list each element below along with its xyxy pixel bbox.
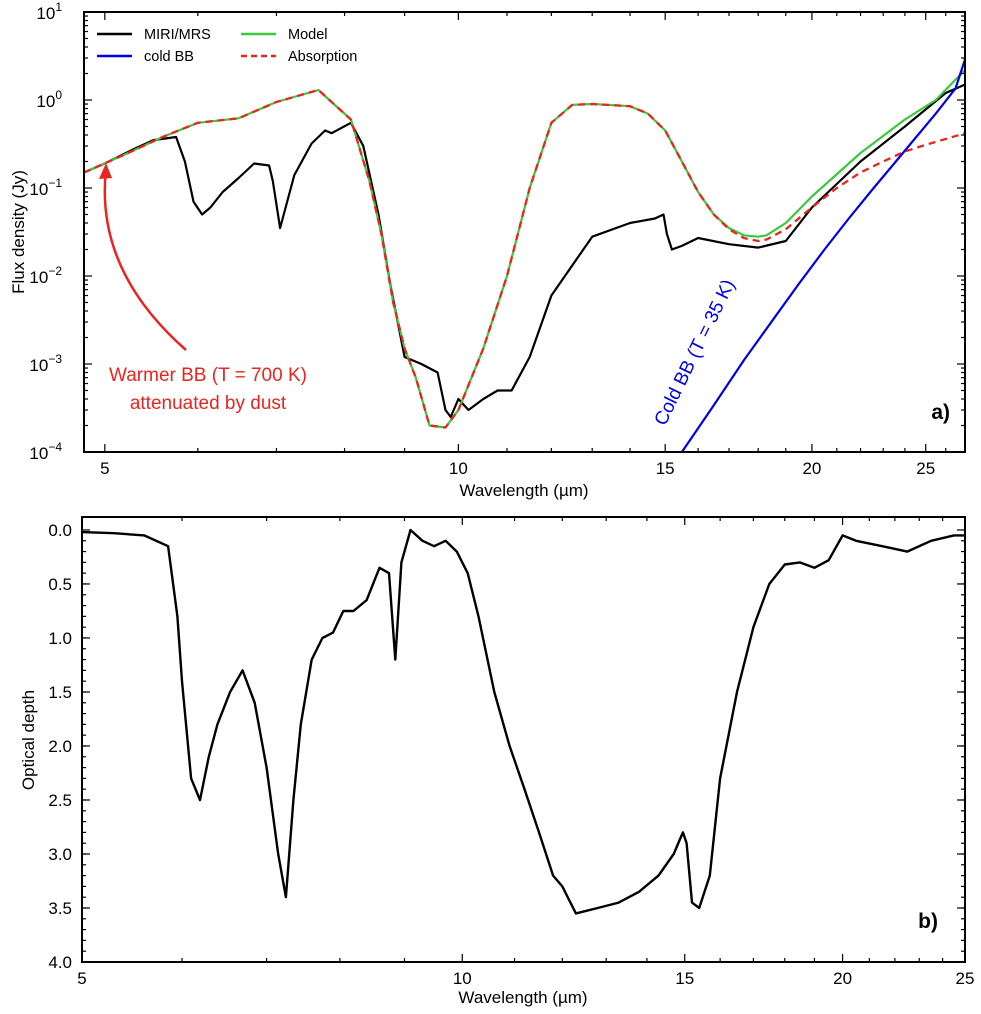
panel-a-series-miri-mrs: [84, 83, 965, 419]
panel-a-label: a): [931, 401, 950, 424]
warm-bb-label-line2: attenuated by dust: [130, 393, 287, 414]
panel-b-ytick-label: 3.5: [48, 899, 72, 918]
ytick-label-1e1: 101: [36, 0, 62, 23]
ytick-label-1e-1: 10−1: [29, 176, 62, 199]
panel-a: 101 100 10−1 10−2 10−3 10−4 5 10 15 20 25 Wa…: [9, 0, 966, 500]
panel-b-ytick-label: 1.0: [48, 629, 72, 648]
legend-label-absorption: Absorption: [288, 49, 357, 65]
ytick-label-1e-3: 10−3: [29, 352, 62, 375]
warm-bb-label-line1: Warmer BB (T = 700 K): [109, 365, 307, 386]
panel-b-ytick-label: 3.0: [48, 845, 72, 864]
panel-a-xtick-label: 10: [449, 459, 468, 478]
panel-a-series-cold-bb: [680, 58, 965, 452]
panel-b-ytick-label: 1.5: [48, 683, 72, 702]
panel-a-ylabel: Flux density (Jy): [9, 170, 28, 294]
legend-label-cold-bb: cold BB: [144, 49, 194, 65]
panel-b-ylabel: Optical depth: [19, 690, 38, 790]
legend: MIRI/MRS cold BB Model Absorption: [97, 27, 357, 65]
panel-a-ytick-labels: 101 100 10−1 10−2 10−3 10−4: [29, 0, 62, 463]
panel-b-label: b): [918, 910, 938, 933]
legend-label-model: Model: [288, 27, 328, 43]
panel-a-xlabel: Wavelength (µm): [459, 481, 588, 500]
panel-a-series: [84, 58, 965, 452]
panel-b-xtick-labels: 5 10 15 20 25: [77, 969, 974, 988]
ytick-label-1e0: 100: [36, 88, 62, 111]
panel-b-ytick-label: 4.0: [48, 953, 72, 972]
panel-b-ytick-label: 2.5: [48, 791, 72, 810]
panel-a-frame: [83, 11, 966, 453]
panel-b-xlabel: Wavelength (µm): [458, 988, 587, 1007]
panel-b-ytick-label: 2.0: [48, 737, 72, 756]
panel-b-ytick-label: 0.0: [48, 521, 72, 540]
panel-a-xtick-label: 15: [656, 459, 675, 478]
panel-b-ytick-labels: 0.0 0.5 1.0 1.5 2.0 2.5 3.0 3.5 4.0: [48, 521, 72, 972]
panel-a-xtick-labels: 5 10 15 20 25: [100, 459, 935, 478]
warm-bb-annotation-arrow: [99, 163, 187, 351]
panel-b-series-optical-depth: [82, 528, 965, 915]
panel-a-series-absorption: [84, 88, 965, 429]
panel-b-frame: [81, 516, 966, 963]
panel-b-xtick-label: 15: [675, 969, 694, 988]
panel-b-series: [82, 528, 965, 915]
panel-a-xtick-label: 25: [916, 459, 935, 478]
panel-a-xtick-label: 5: [100, 459, 109, 478]
panel-b-xtick-label: 10: [453, 969, 472, 988]
panel-b-xtick-label: 20: [833, 969, 852, 988]
panel-b-xtick-label: 25: [956, 969, 975, 988]
panel-b: 0.0 0.5 1.0 1.5 2.0 2.5 3.0 3.5 4.0 5 10 15 20 25 Wa…: [19, 516, 974, 1007]
panel-b-ytick-label: 0.5: [48, 575, 72, 594]
panel-a-ticks: [84, 11, 966, 453]
panel-a-xtick-label: 20: [802, 459, 821, 478]
legend-label-miri: MIRI/MRS: [144, 27, 211, 43]
ytick-label-1e-4: 10−4: [29, 440, 62, 463]
ytick-label-1e-2: 10−2: [29, 264, 62, 287]
cold-bb-label: Cold BB (T = 35 K): [651, 276, 740, 429]
panel-b-xtick-label: 5: [77, 969, 86, 988]
